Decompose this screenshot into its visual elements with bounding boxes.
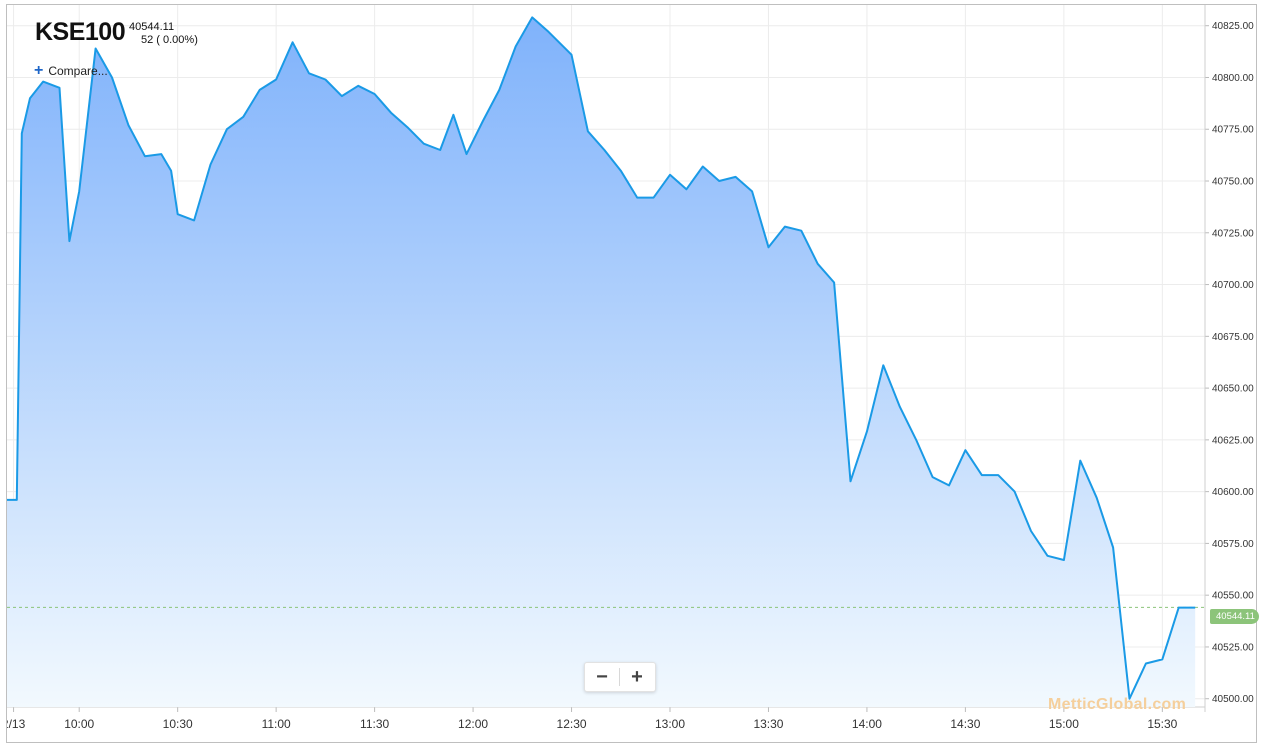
y-tick-label: 40650.00 — [1212, 384, 1254, 395]
compare-label: Compare... — [48, 64, 108, 78]
current-price: 40544.11 — [129, 21, 175, 33]
y-tick-label: 40825.00 — [1212, 21, 1254, 32]
y-tick-label: 40625.00 — [1212, 435, 1254, 446]
price-change: 52 ( 0.00%) — [141, 34, 198, 46]
compare-button[interactable]: + Compare... — [34, 62, 108, 79]
x-tick-label: 10:30 — [163, 717, 193, 731]
y-tick-label: 40750.00 — [1212, 177, 1254, 188]
y-tick-label: 40675.00 — [1212, 332, 1254, 343]
x-tick-label: 15:30 — [1147, 717, 1177, 731]
x-tick-label: 11:30 — [360, 717, 389, 731]
y-tick-label: 40600.00 — [1212, 487, 1254, 498]
y-tick-label: 40575.00 — [1212, 539, 1254, 550]
chart-svg: 40500.00 40525.00 40550.00 40575.00 40600.00… — [7, 5, 1254, 731]
zoom-in-button[interactable]: + — [631, 665, 643, 688]
y-tick-label: 40800.00 — [1212, 73, 1254, 84]
zoom-separator — [619, 668, 620, 686]
zoom-out-button[interactable]: − — [596, 665, 608, 688]
series-line — [7, 16, 1196, 700]
x-tick-label: 12:30 — [557, 717, 587, 731]
ticker-symbol: KSE100 — [35, 18, 126, 46]
y-tick-label: 40500.00 — [1212, 694, 1254, 705]
y-tick-label: 40550.00 — [1212, 591, 1254, 602]
last-value-tag: 40544.11 — [1210, 609, 1259, 624]
y-tick-label: 40700.00 — [1212, 280, 1254, 291]
x-tick-label: 2/13 — [7, 717, 26, 731]
series-area — [7, 17, 1196, 707]
zoom-control: − + — [584, 662, 656, 692]
y-tick-label: 40775.00 — [1212, 125, 1254, 136]
chart-frame: 40500.00 40525.00 40550.00 40575.00 40600.00… — [6, 4, 1259, 743]
x-tick-label: 15:00 — [1049, 717, 1079, 731]
watermark: MetticGlobal.com — [1048, 696, 1187, 713]
x-tick-label: 14:30 — [950, 717, 980, 731]
x-tick-label: 10:00 — [64, 717, 94, 731]
y-tick-label: 40725.00 — [1212, 228, 1254, 239]
x-tick-label: 14:00 — [852, 717, 882, 731]
y-tick-label: 40525.00 — [1212, 642, 1254, 653]
x-tick-label: 13:30 — [753, 717, 783, 731]
plus-icon: + — [34, 62, 44, 79]
x-tick-label: 12:00 — [458, 717, 488, 731]
x-tick-label: 11:00 — [262, 717, 291, 731]
x-tick-label: 13:00 — [655, 717, 685, 731]
